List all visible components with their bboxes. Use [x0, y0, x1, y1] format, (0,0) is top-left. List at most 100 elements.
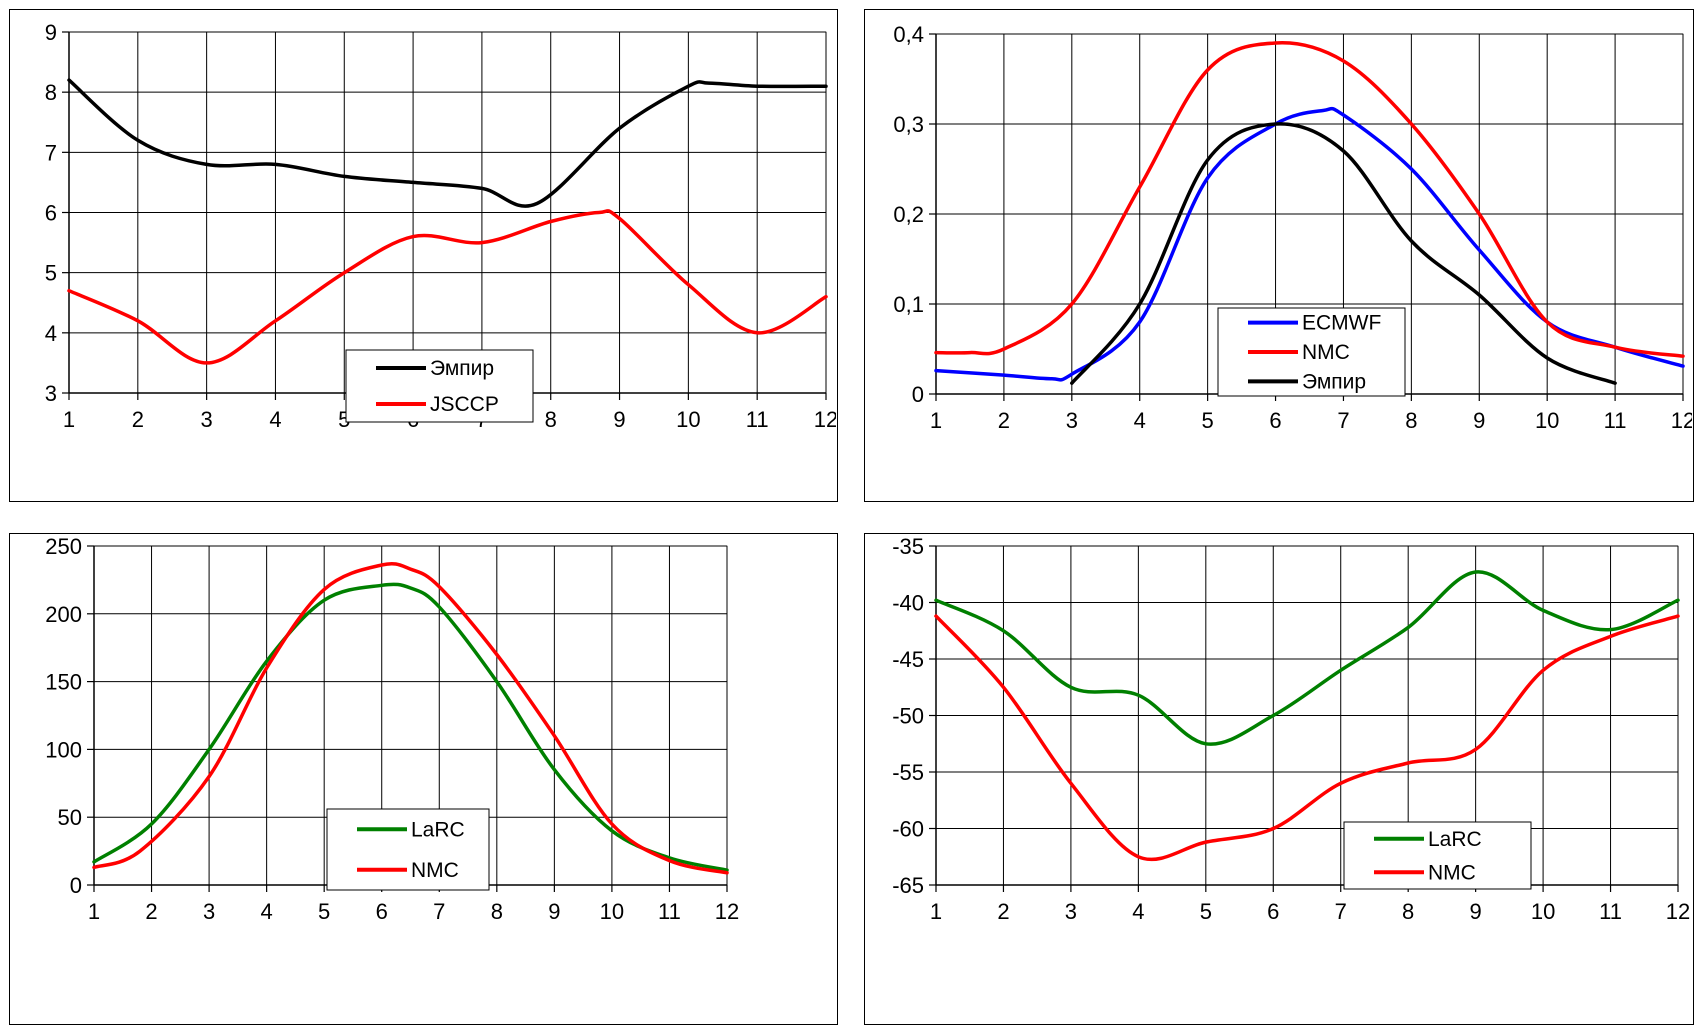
- x-tick-label: 4: [1134, 408, 1146, 433]
- x-tick-label: 6: [376, 899, 388, 924]
- legend-label: NMC: [1428, 861, 1476, 884]
- legend-box: [345, 349, 534, 423]
- series-line-1: [934, 614, 1680, 862]
- x-tick-label: 1: [930, 899, 942, 924]
- chart-panel-4: 1 2 3 4 5 6 7 8 9 10 11 12 -65 -60 -55 -50 -45 -40 -35 LaRC…: [864, 533, 1694, 1025]
- x-tick-label: 1: [63, 407, 75, 432]
- x-tick-label: 9: [613, 407, 625, 432]
- y-tick-label: 6: [45, 201, 57, 226]
- x-tick-label: 8: [545, 407, 557, 432]
- x-tick-label: 2: [997, 899, 1009, 924]
- legend-label: Эмпир: [1302, 370, 1366, 393]
- x-tick-label: 5: [318, 899, 330, 924]
- y-tick-label: 0,4: [893, 22, 924, 47]
- y-tick-label: -65: [892, 873, 924, 898]
- y-tick-label: 5: [45, 261, 57, 286]
- x-tick-label: 7: [1335, 899, 1347, 924]
- x-tick-label: 11: [1599, 899, 1622, 924]
- x-tick-label: 2: [145, 899, 157, 924]
- x-tick-label: 2: [998, 408, 1010, 433]
- x-tick-label: 9: [1473, 408, 1485, 433]
- x-tick-label: 7: [1337, 408, 1349, 433]
- series-line-0: [934, 106, 1685, 382]
- legend-label: LaRC: [411, 818, 465, 841]
- x-tick-label: 4: [261, 899, 273, 924]
- x-tick-label: 3: [1065, 899, 1077, 924]
- y-tick-label: 250: [45, 534, 82, 559]
- legend-label: LaRC: [1428, 828, 1482, 851]
- x-tick-label: 10: [1535, 408, 1559, 433]
- y-tick-label: 9: [45, 20, 57, 45]
- chart-2: 1 2 3 4 5 6 7 8 9 10 11 1200,10,20,30,4ECMWFNMCЭмпи…: [893, 22, 1692, 433]
- legend-label: JSCCP: [430, 393, 499, 416]
- x-tick-label: 4: [269, 407, 281, 432]
- x-tick-label: 12: [1666, 899, 1690, 924]
- series-line-1: [934, 41, 1685, 358]
- y-tick-label: 0,2: [893, 202, 924, 227]
- plot-area: 1 2 3 4 5 6 7 8 9 10 11 12-65-60-55-50-45-40-35: [892, 534, 1690, 924]
- x-tick-label: 8: [1405, 408, 1417, 433]
- x-tick-label: 4: [1132, 899, 1144, 924]
- series-line-1: [92, 561, 729, 875]
- x-tick-label: 10: [600, 899, 624, 924]
- x-tick-label: 1: [930, 408, 942, 433]
- legend: LaRC NMC: [326, 808, 490, 891]
- x-tick-label: 6: [1269, 408, 1281, 433]
- legend-label: ECMWF: [1302, 312, 1381, 335]
- y-tick-label: 7: [45, 140, 57, 165]
- legend-label: Эмпир: [430, 357, 494, 380]
- legend: LaRC NMC: [1343, 821, 1532, 890]
- legend-box: [326, 808, 490, 891]
- legend: Эмпир JSCCP: [345, 349, 534, 423]
- legend: ECMWF NMC Эмпир: [1217, 307, 1406, 397]
- y-tick-label: 0: [70, 873, 82, 898]
- x-tick-label: 3: [203, 899, 215, 924]
- y-tick-label: -55: [892, 760, 924, 785]
- chart-4: 1 2 3 4 5 6 7 8 9 10 11 12-65-60-55-50-45-40-35LaRC…: [892, 534, 1690, 924]
- y-tick-label: 200: [45, 602, 82, 627]
- y-tick-label: -45: [892, 647, 924, 672]
- x-tick-label: 5: [1202, 408, 1214, 433]
- x-tick-label: 9: [1470, 899, 1482, 924]
- x-tick-label: 8: [1402, 899, 1414, 924]
- legend-label: NMC: [1302, 341, 1350, 364]
- legend-label: NMC: [411, 859, 459, 882]
- x-tick-label: 3: [201, 407, 213, 432]
- x-tick-label: 10: [1531, 899, 1555, 924]
- chart-panel-1: 1234567891011123456789ЭмпирJSCCP: [9, 9, 838, 502]
- y-tick-label: -35: [892, 534, 924, 559]
- series-line-0: [67, 78, 828, 208]
- x-tick-label: 9: [548, 899, 560, 924]
- y-tick-label: -60: [892, 817, 924, 842]
- x-tick-label: 6: [1267, 899, 1279, 924]
- x-tick-label: 8: [491, 899, 503, 924]
- series-line-2: [1070, 122, 1617, 385]
- series-line-1: [67, 209, 828, 365]
- y-tick-label: 150: [45, 670, 82, 695]
- x-tick-label: 3: [1066, 408, 1078, 433]
- y-tick-label: 4: [45, 321, 57, 346]
- x-tick-label: 7: [433, 899, 445, 924]
- x-tick-label: 2: [132, 407, 144, 432]
- x-tick-label: 12: [814, 407, 836, 432]
- x-tick-label: 10: [676, 407, 700, 432]
- x-tick-label: 11: [658, 899, 681, 924]
- y-tick-label: 8: [45, 80, 57, 105]
- x-tick-label: 11: [746, 407, 769, 432]
- y-tick-label: 100: [45, 737, 82, 762]
- x-tick-label: 5: [1200, 899, 1212, 924]
- y-tick-label: -40: [892, 591, 924, 616]
- y-tick-label: 50: [58, 805, 82, 830]
- y-tick-label: 0,1: [893, 292, 924, 317]
- x-tick-label: 12: [715, 899, 739, 924]
- chart-panel-3: 1 2 3 4 5 6 7 8 9 10 11 12 0 50 100 150 200 250 LaRC NMC: [9, 533, 838, 1025]
- y-tick-label: 0: [912, 382, 924, 407]
- chart-panel-2: 1 2 3 4 5 6 7 8 9 10 11 12 0 0,1 0,2 0,3 0,4 ECMWF NMC Эмпи…: [864, 9, 1694, 502]
- x-tick-label: 12: [1671, 408, 1692, 433]
- y-tick-label: 3: [45, 381, 57, 406]
- x-tick-label: 11: [1604, 408, 1627, 433]
- series-line-0: [934, 570, 1680, 746]
- series-line-0: [92, 582, 729, 872]
- legend-box: [1343, 821, 1532, 890]
